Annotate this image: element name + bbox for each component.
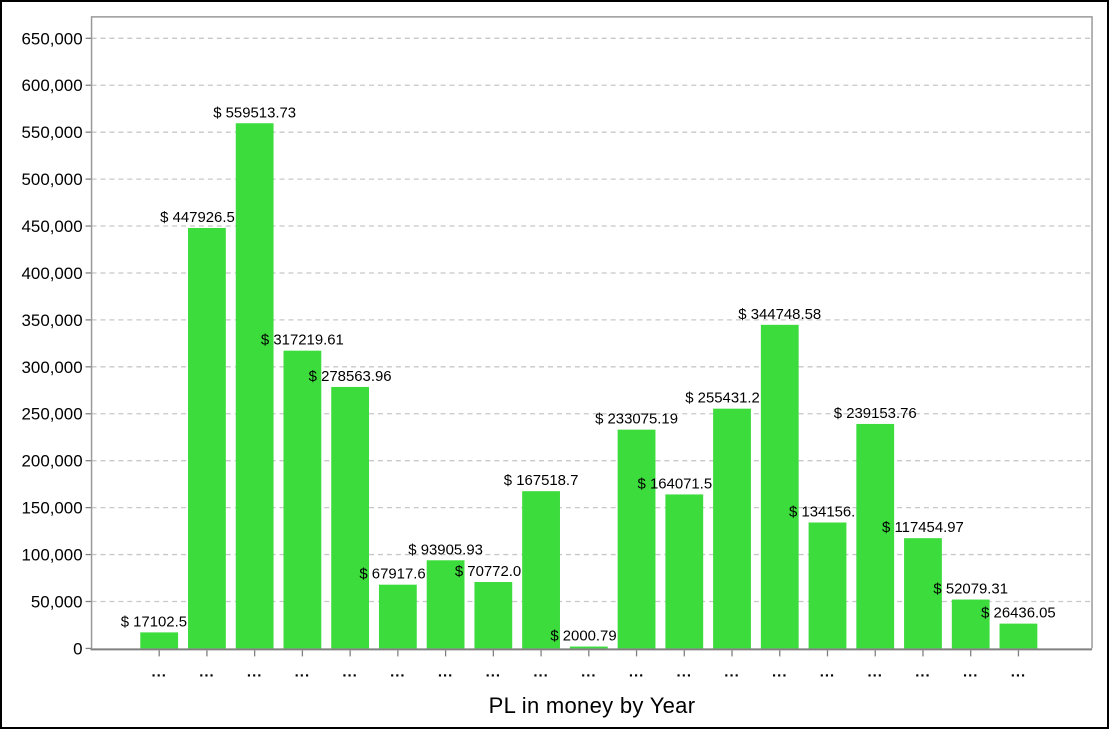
bar — [522, 491, 560, 649]
y-axis-tick-label: 200,000 — [22, 452, 83, 471]
bar — [760, 324, 799, 649]
bar-value-label: $ 317219.61 — [261, 333, 344, 349]
bar-value-label: $ 52079.31 — [933, 582, 1008, 598]
y-axis-tick-label: 100,000 — [22, 546, 83, 565]
bar-value-label: $ 134156. — [789, 505, 855, 521]
x-axis-tick-label: ... — [390, 664, 405, 680]
bar-value-label: $ 167518.7 — [504, 473, 579, 489]
bar-value-label: $ 17102.5 — [121, 614, 187, 630]
bar-value-label: $ 93905.93 — [408, 542, 483, 558]
x-axis-tick-label: ... — [772, 664, 787, 680]
y-axis-tick-label: 150,000 — [22, 499, 83, 518]
bar-value-label: $ 447926.5 — [160, 210, 235, 226]
bar — [474, 582, 513, 649]
bar-value-label: $ 164071.5 — [638, 476, 713, 492]
x-axis-tick-label: ... — [963, 664, 978, 680]
bar — [904, 538, 942, 649]
y-axis-tick-label: 250,000 — [22, 405, 83, 424]
y-axis-tick-label: 50,000 — [31, 592, 83, 611]
y-axis-tick-label: 550,000 — [22, 123, 83, 142]
bar — [140, 632, 179, 649]
bar-value-label: $ 559513.73 — [213, 105, 296, 121]
bar — [951, 599, 990, 649]
x-axis-tick-label: ... — [629, 664, 644, 680]
bar-value-label: $ 70772.0 — [455, 564, 521, 580]
x-axis-tick-label: ... — [247, 664, 262, 680]
x-axis-tick-label: ... — [820, 664, 835, 680]
x-axis-tick-label: ... — [486, 664, 501, 680]
x-axis-title: PL in money by Year — [488, 693, 696, 718]
bar-value-label: $ 278563.96 — [309, 369, 392, 385]
bar — [665, 494, 704, 649]
x-axis-tick-label: ... — [295, 664, 310, 680]
bar-value-label: $ 117454.97 — [882, 520, 964, 536]
bar-value-label: $ 255431.2 — [685, 391, 760, 407]
bar — [188, 227, 226, 649]
bar-value-label: $ 233075.19 — [595, 412, 678, 428]
bar-value-label: $ 239153.76 — [834, 406, 917, 422]
x-axis-tick-label: ... — [915, 664, 930, 680]
y-axis-tick-label: 300,000 — [22, 358, 83, 377]
x-axis-tick-label: ... — [533, 664, 548, 680]
bar — [808, 522, 847, 649]
bar-value-label: $ 2000.79 — [550, 629, 616, 645]
bar — [283, 350, 322, 649]
bar — [617, 429, 656, 649]
x-axis-tick-label: ... — [581, 664, 596, 680]
x-axis-tick-label: ... — [677, 664, 692, 680]
y-axis-tick-label: 650,000 — [22, 29, 83, 48]
bar — [999, 623, 1038, 649]
bar — [378, 584, 417, 649]
bar — [331, 386, 370, 649]
bar — [235, 123, 274, 649]
y-axis-tick-label: 450,000 — [22, 217, 83, 236]
x-axis-tick-label: ... — [868, 664, 883, 680]
x-axis-tick-label: ... — [438, 664, 453, 680]
x-axis-tick-label: ... — [342, 664, 357, 680]
bar — [569, 646, 608, 649]
bar — [856, 423, 895, 649]
bar-value-label: $ 67917.6 — [359, 567, 425, 583]
bar — [713, 408, 751, 649]
y-axis-tick-label: 600,000 — [22, 76, 83, 95]
y-axis-tick-label: 400,000 — [22, 264, 83, 283]
y-axis-tick-label: 350,000 — [22, 311, 83, 330]
bar — [426, 560, 465, 649]
bar-value-label: $ 26436.05 — [981, 606, 1056, 622]
y-axis-tick-label: 500,000 — [22, 170, 83, 189]
x-axis-tick-label: ... — [1011, 664, 1026, 680]
plot-border — [90, 16, 1093, 649]
x-axis-tick-label: ... — [724, 664, 739, 680]
x-axis-tick-label: ... — [151, 664, 166, 680]
x-axis-tick-label: ... — [199, 664, 214, 680]
bar-value-label: $ 344748.58 — [738, 307, 821, 323]
y-axis-tick-label: 0 — [73, 639, 82, 658]
